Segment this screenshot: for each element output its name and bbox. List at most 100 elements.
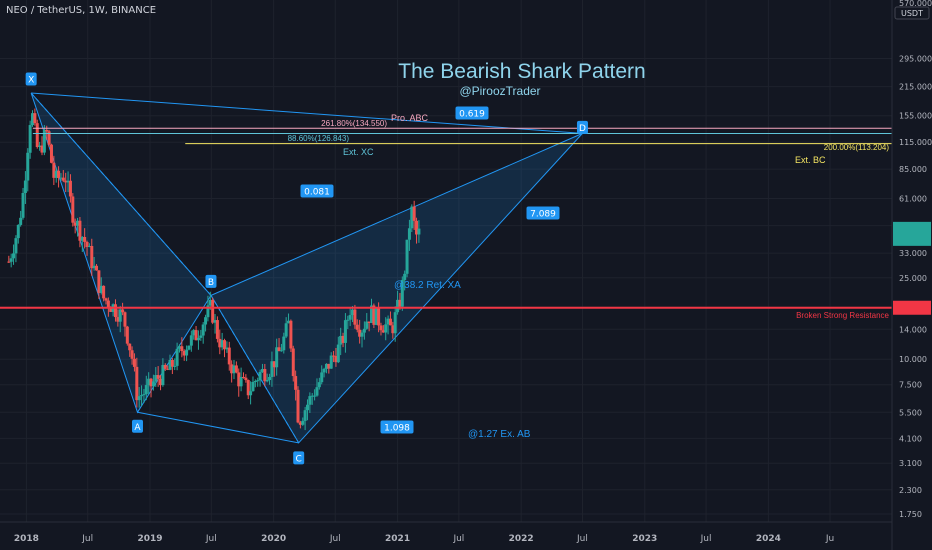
candle-body <box>360 332 364 337</box>
levels <box>0 127 892 309</box>
ratio-xd-label-badge <box>455 106 489 120</box>
line-bc <box>210 295 300 444</box>
candle-body <box>377 308 381 326</box>
candle-body <box>391 325 395 334</box>
candle-body <box>121 309 125 313</box>
candle-body <box>291 348 295 377</box>
candle-body <box>412 206 416 221</box>
candle-body <box>279 350 283 352</box>
candle-body <box>83 236 87 242</box>
fib-886-value: 88.60%(126.843) <box>288 134 350 143</box>
candle-body <box>16 224 20 239</box>
pro-abc-label: Pro. ABC <box>391 113 429 123</box>
time-tick-label: Jul <box>700 534 712 544</box>
candle-body <box>405 239 409 274</box>
candle-body <box>213 320 217 323</box>
candle-body <box>59 177 63 179</box>
chart-title: The Bearish Shark Pattern <box>398 60 645 83</box>
candle-body <box>289 320 293 349</box>
candle-body <box>327 363 331 369</box>
candle-body <box>78 220 82 241</box>
price-tick-label: 14.000 <box>899 325 927 334</box>
candle-body <box>211 299 215 323</box>
price-tick-label: 25.000 <box>899 274 927 283</box>
candle-body <box>23 180 27 193</box>
price-axis-bg <box>892 0 932 550</box>
candle-body <box>410 206 414 229</box>
ratio-xb-label: 0.081 <box>304 188 330 198</box>
candle-body <box>151 381 155 387</box>
candle-body <box>256 380 260 382</box>
candle-body <box>396 299 400 313</box>
point-b-label-badge <box>205 274 217 288</box>
time-axis[interactable]: 2018 Jul 2019 Jul 2020 Jul 2021 Jul 2022 Jul 2023 J… <box>0 521 892 544</box>
candle-body <box>187 345 191 350</box>
candle-body <box>303 410 307 421</box>
line-xd <box>31 92 583 134</box>
candle-body <box>196 337 200 341</box>
candle-body <box>393 312 397 334</box>
candle-body <box>163 364 167 369</box>
candle-body <box>21 192 25 218</box>
candle-body <box>417 228 421 235</box>
candle-body <box>168 359 172 370</box>
candle-body <box>7 261 11 263</box>
candle-body <box>154 375 158 382</box>
line-ac <box>137 411 299 444</box>
candle-body <box>123 312 127 327</box>
candle-body <box>263 369 267 382</box>
candle-body <box>92 265 96 269</box>
author-label: @PiroozTrader <box>459 84 540 98</box>
candle-body <box>102 285 106 299</box>
grid <box>0 0 892 522</box>
candle-body <box>355 324 359 330</box>
candle-body <box>253 381 257 383</box>
candle-body <box>128 343 132 351</box>
price-tick-label: 570.000 <box>899 0 932 8</box>
candle-body <box>403 273 407 280</box>
candle-body <box>66 180 70 183</box>
candle-body <box>204 317 208 325</box>
time-tick-label: Jul <box>329 534 341 544</box>
candle-body <box>185 349 189 356</box>
candle-body <box>369 305 373 323</box>
candle-body <box>386 318 390 325</box>
candle-body <box>85 241 89 247</box>
candle-body <box>68 180 72 197</box>
candle-body <box>76 220 80 226</box>
candle-body <box>159 378 163 386</box>
price-tick-label: 5.500 <box>899 408 922 417</box>
candle-body <box>225 347 229 350</box>
candle-body <box>348 315 352 320</box>
candle-body <box>201 324 205 336</box>
candle-body <box>218 338 222 348</box>
price-axis[interactable]: 295.000 215.000 155.000 115.000 85.000 61.000… <box>891 0 932 550</box>
candle-body <box>199 335 203 338</box>
ratio-ac-label: 1.098 <box>384 424 410 434</box>
candle-body <box>287 320 291 324</box>
price-tick-label: 155.000 <box>899 112 932 121</box>
candle-body <box>237 372 241 387</box>
point-a-label: A <box>134 423 141 433</box>
candle-body <box>374 308 378 325</box>
candle-body <box>54 170 58 178</box>
price-tick-label: 61.000 <box>899 195 927 204</box>
point-c-label: C <box>296 454 302 464</box>
candle-body <box>95 265 99 271</box>
price-tick-label: 33.000 <box>899 249 927 258</box>
candle-body <box>132 358 136 367</box>
candle-body <box>320 372 324 383</box>
time-tick-label: 2023 <box>632 534 657 544</box>
candle-body <box>189 335 193 346</box>
resistance-price-tag <box>893 300 931 315</box>
candle-body <box>400 279 404 307</box>
price-tick-label: 4.100 <box>899 434 922 443</box>
candle-body <box>140 395 144 397</box>
candle-body <box>379 325 383 331</box>
candle-body <box>336 344 340 363</box>
candle-body <box>12 253 16 259</box>
candle-body <box>220 340 224 348</box>
candle-body <box>149 378 153 387</box>
time-tick-label: 2024 <box>756 534 781 544</box>
